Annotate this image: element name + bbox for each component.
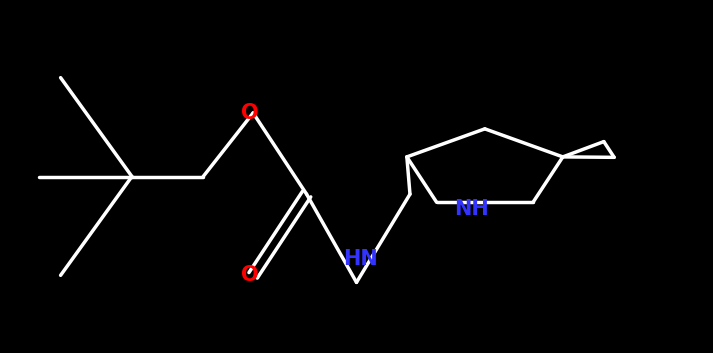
Text: O: O [241,265,258,285]
Text: HN: HN [343,250,377,269]
Text: NH: NH [454,199,489,219]
Text: O: O [241,103,258,123]
